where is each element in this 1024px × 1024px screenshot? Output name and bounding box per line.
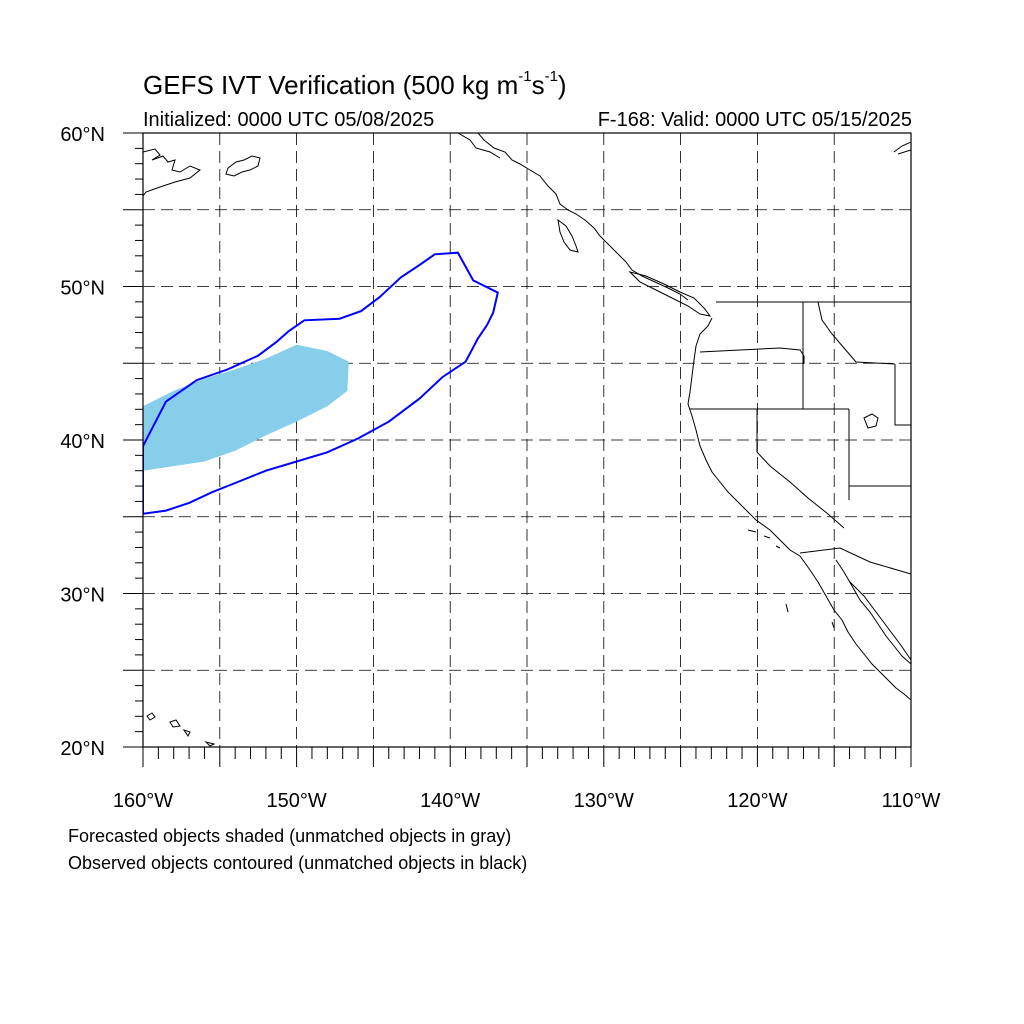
graticule-grid xyxy=(143,133,911,747)
lon-tick-label: 130°W xyxy=(574,790,634,812)
lon-tick-label: 110°W xyxy=(882,790,941,812)
haida-gwaii-coastline xyxy=(557,218,579,253)
lon-tick-label: 150°W xyxy=(266,790,326,812)
mainland-mexico-coast xyxy=(849,581,911,661)
coastlines-and-borders xyxy=(143,133,911,747)
forecast-legend-note: Forecasted objects shaded (unmatched obj… xyxy=(68,826,512,846)
map-title: GEFS IVT Verification (500 kg m-1s-1) xyxy=(143,68,567,100)
small-island xyxy=(831,621,835,629)
observed-object-contour xyxy=(143,251,499,515)
great-salt-lake xyxy=(863,413,879,429)
alaska-coastline xyxy=(143,148,201,197)
us-west-coastline xyxy=(687,317,801,557)
lon-tick-label: 120°W xyxy=(727,790,787,812)
hawaii-islands xyxy=(146,712,216,747)
lat-tick-label: 20°N xyxy=(60,738,105,760)
channel-islands xyxy=(747,529,781,549)
axis-ticks xyxy=(123,132,912,767)
hudson-coast xyxy=(893,141,911,155)
observed-legend-note: Observed objects contoured (unmatched ob… xyxy=(68,853,528,873)
valid-time-label: F-168: Valid: 0000 UTC 05/15/2025 xyxy=(597,109,912,131)
initialized-label: Initialized: 0000 UTC 05/08/2025 xyxy=(143,109,435,131)
axis-labels: 160°W 150°W 140°W 130°W 120°W 110°W 60°N 50°N 40… xyxy=(60,124,940,812)
idaho-montana-border xyxy=(817,301,896,365)
california-nevada-border xyxy=(756,409,845,529)
vancouver-island-coastline xyxy=(628,271,712,317)
baja-island xyxy=(785,603,789,613)
wyoming-border xyxy=(894,364,911,426)
kodiak-coastline xyxy=(225,155,261,177)
lat-tick-label: 60°N xyxy=(60,124,105,146)
lon-tick-label: 160°W xyxy=(113,790,173,812)
baja-coastline xyxy=(799,555,911,701)
lat-tick-label: 50°N xyxy=(60,278,105,300)
lon-tick-label: 140°W xyxy=(420,790,480,812)
panhandle-coastline xyxy=(477,133,689,301)
lat-tick-label: 30°N xyxy=(60,585,105,607)
washington-oregon-border xyxy=(699,347,805,364)
lat-tick-label: 40°N xyxy=(60,431,105,453)
alaska-mainland-coast xyxy=(457,133,501,159)
gulf-of-california-coast xyxy=(835,559,911,665)
forecast-object-shaded xyxy=(143,344,349,471)
us-mexico-border xyxy=(799,547,911,575)
